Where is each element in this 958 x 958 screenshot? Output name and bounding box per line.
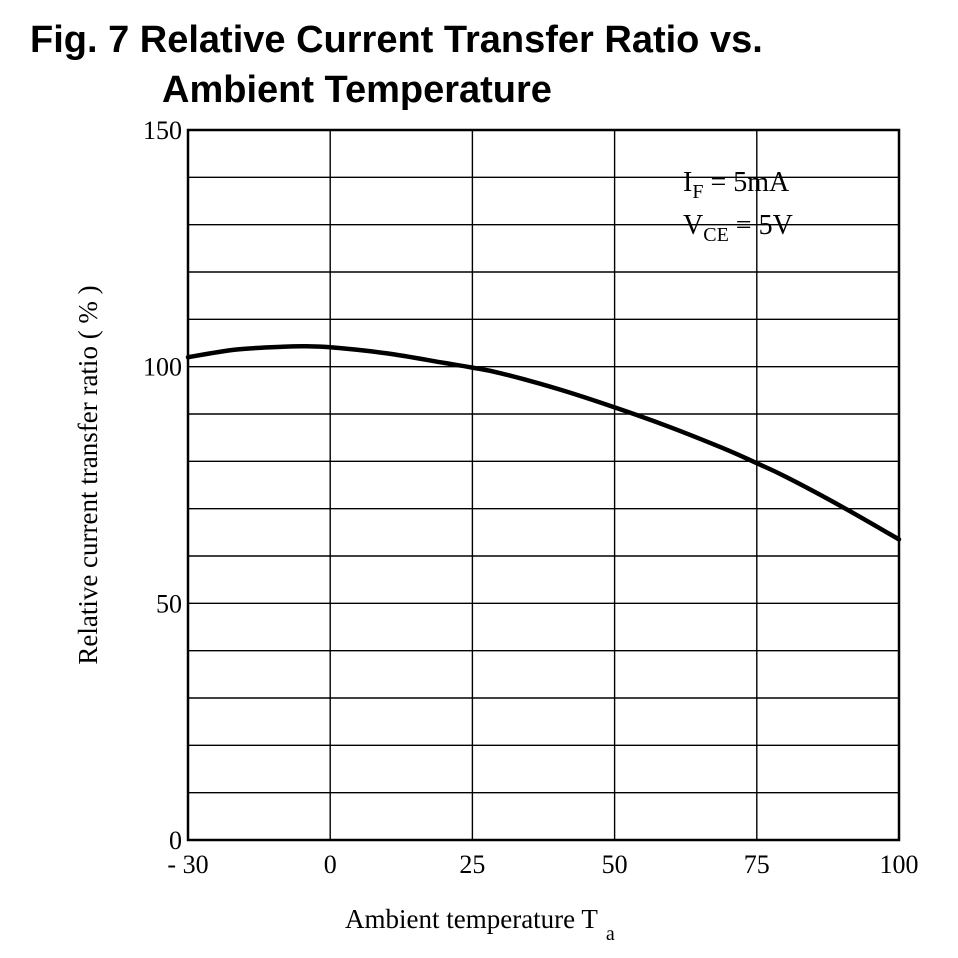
- chart-title-line2: Ambient Temperature: [162, 69, 552, 111]
- y-axis-label: Relative current transfer ratio ( % ): [73, 285, 103, 664]
- y-tick-labels: 0 50 100 150: [143, 116, 182, 855]
- x-tick-label: 75: [744, 850, 770, 879]
- x-tick-label: 100: [880, 850, 919, 879]
- x-tick-label: - 30: [167, 850, 208, 879]
- y-tick-label: 150: [143, 116, 182, 145]
- x-tick-label: 25: [459, 850, 485, 879]
- x-tick-labels: - 30 0 25 50 75 100: [167, 850, 918, 879]
- chart-title-line1: Fig. 7 Relative Current Transfer Ratio v…: [30, 19, 763, 61]
- series-line: [185, 344, 902, 542]
- y-tick-label: 0: [169, 826, 182, 855]
- x-tick-label: 50: [602, 850, 628, 879]
- y-tick-label: 50: [156, 589, 182, 618]
- x-tick-label: 0: [324, 850, 337, 879]
- annotation-vce: VCE = 5V: [683, 210, 793, 246]
- y-tick-label: 100: [143, 353, 182, 382]
- grid: [188, 130, 899, 840]
- plot-frame: [186, 128, 901, 842]
- annotation-if: IF = 5mA: [683, 167, 790, 203]
